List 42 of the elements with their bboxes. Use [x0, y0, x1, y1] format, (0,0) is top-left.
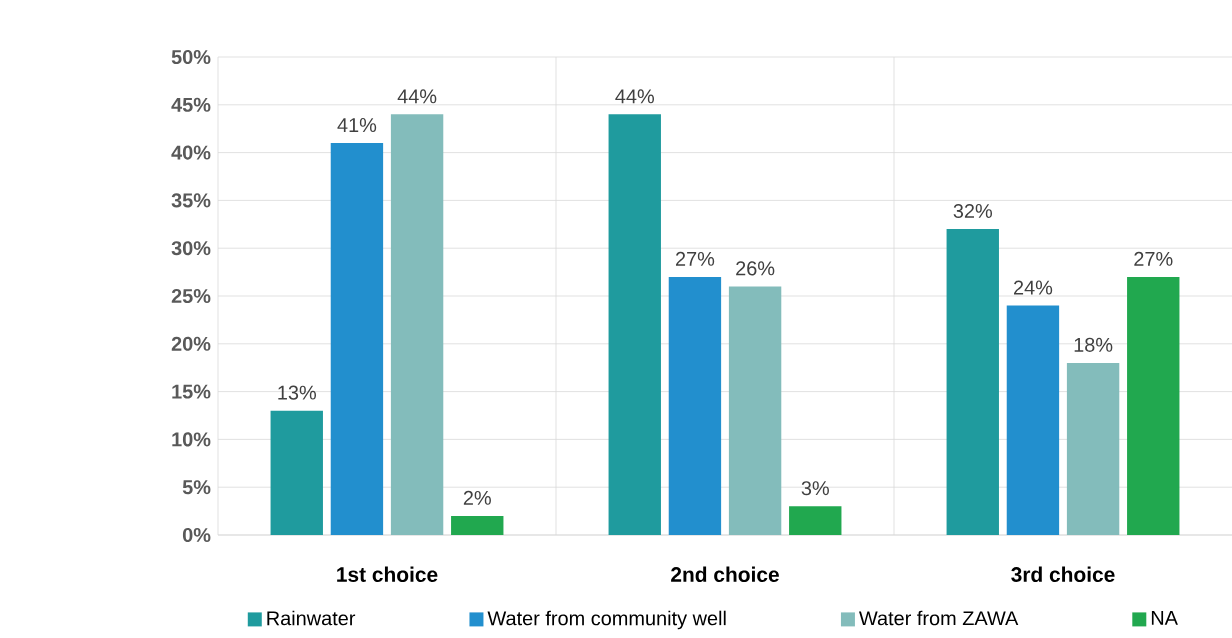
data-label: 13%: [278, 385, 316, 400]
data-label: 3%: [801, 481, 829, 496]
y-tick-label: 20%: [171, 336, 211, 351]
data-label: 18%: [1074, 337, 1113, 352]
legend-label: Rainwater: [267, 610, 356, 626]
bar: [1066, 362, 1120, 535]
y-tick-label: 40%: [171, 145, 211, 160]
bar: [451, 515, 504, 535]
x-tick-label: 1st choice: [337, 566, 438, 582]
data-label: 44%: [615, 89, 655, 104]
x-tick-label: 3rd choice: [1011, 566, 1115, 582]
bar: [1127, 276, 1180, 535]
bar: [946, 229, 999, 535]
y-tick-label: 35%: [171, 193, 211, 208]
legend-label: NA: [1151, 611, 1178, 625]
y-tick-label: 0%: [182, 527, 211, 543]
y-tick-label: 5%: [182, 480, 211, 495]
x-tick-label: 2nd choice: [671, 566, 779, 582]
data-label: 27%: [1134, 251, 1173, 266]
y-tick-label: 45%: [171, 97, 211, 112]
legend-label: Water from community well: [487, 610, 726, 630]
data-label: 26%: [736, 261, 775, 276]
legend-label: Water from ZAWA: [859, 610, 1019, 626]
bar: [728, 286, 782, 535]
bar: [390, 114, 444, 535]
y-tick-label: 30%: [171, 241, 211, 256]
data-label: 32%: [953, 203, 993, 219]
bar: [668, 276, 722, 535]
y-tick-label: 50%: [171, 49, 211, 65]
data-label: 24%: [1013, 280, 1053, 295]
y-tick-label: 10%: [172, 432, 211, 447]
y-tick-label: 15%: [172, 384, 211, 399]
bar: [1006, 305, 1060, 535]
data-label: 41%: [337, 118, 377, 133]
y-tick-label: 25%: [171, 288, 211, 304]
bar: [608, 114, 661, 535]
data-label: 44%: [397, 89, 437, 104]
bar: [330, 143, 384, 535]
data-label: 2%: [463, 490, 491, 505]
data-label: 27%: [675, 251, 715, 266]
bar: [789, 506, 842, 535]
bar: [270, 410, 323, 535]
